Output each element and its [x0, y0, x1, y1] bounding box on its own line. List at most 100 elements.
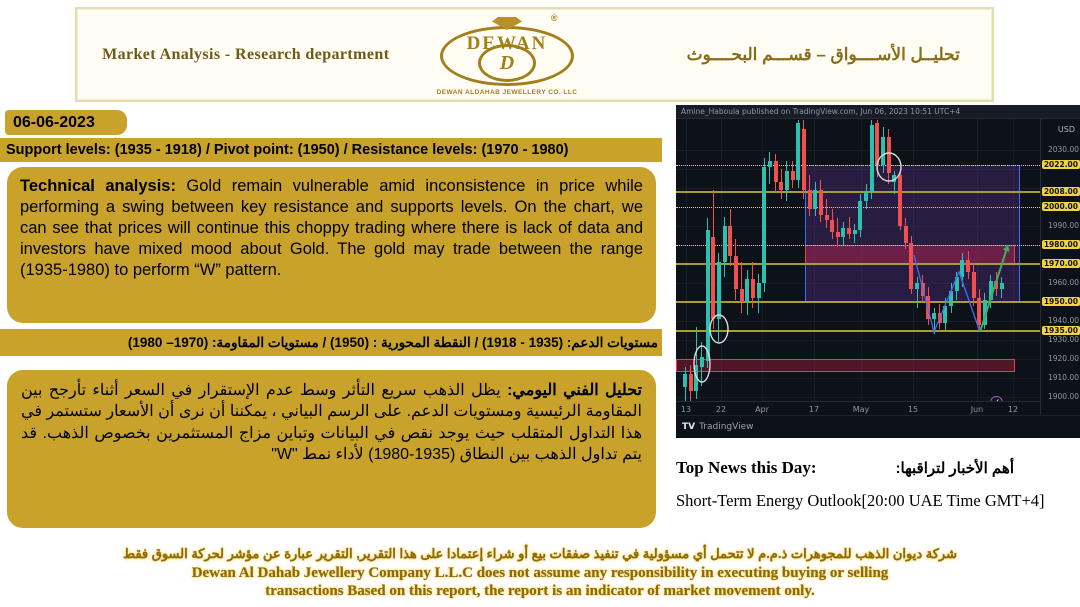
- dotted-level-line: [676, 207, 1040, 208]
- candle: [801, 129, 806, 190]
- candle: [835, 231, 840, 238]
- price-label-highlighted: 1935.00: [1041, 325, 1080, 335]
- candle: [779, 182, 784, 190]
- grid-line-h: [676, 188, 1040, 189]
- technical-analysis-ar: تحليل الفني اليومي: يظل الذهب سريع التأث…: [7, 370, 656, 528]
- candle: [966, 260, 970, 272]
- tradingview-branding: TV TradingView: [676, 415, 1080, 438]
- support-zone: [676, 359, 1015, 373]
- candle: [756, 283, 761, 299]
- currency-label: USD: [1057, 125, 1075, 134]
- grid-line-v: [977, 119, 978, 401]
- grid-line-h: [676, 226, 1040, 227]
- candle: [971, 271, 976, 299]
- disclaimer-en-line2: transactions Based on this report, the r…: [265, 582, 815, 599]
- dotted-level-line: [676, 165, 1040, 167]
- candle: [886, 136, 891, 173]
- highlight-ellipse: [876, 152, 902, 182]
- solid-level-line: [676, 190, 1040, 193]
- candle: [807, 189, 812, 209]
- price-label-highlighted: 1970.00: [1041, 259, 1080, 268]
- candle: [762, 167, 767, 283]
- price-label: 1940.00: [1047, 316, 1079, 325]
- price-label: 1910.00: [1047, 373, 1079, 382]
- logo-subtitle: DEWAN ALDAHAB JEWELLERY CO. LLC: [436, 89, 578, 96]
- candle: [699, 357, 704, 367]
- candle: [813, 189, 818, 209]
- candle: [722, 226, 727, 263]
- price-axis: USD 2030.00 2022.00 2008.00 2000.00 1990.00 1…: [1040, 119, 1080, 415]
- candle-wick: [769, 151, 771, 185]
- candle: [773, 161, 778, 183]
- price-label-highlighted: 1980.00: [1041, 240, 1080, 249]
- report-header: Market Analysis - Research department ® …: [75, 7, 994, 102]
- candle: [728, 226, 733, 257]
- candle: [847, 227, 852, 234]
- candle: [909, 243, 914, 289]
- candle: [705, 229, 710, 361]
- levels-bar-ar: مستويات الدعم: (1935 - 1918) / النقطة ال…: [0, 329, 662, 356]
- technical-analysis-en: Technical analysis: Gold remain vulnerab…: [7, 167, 656, 323]
- news-item: Short-Term Energy Outlook[20:00 UAE Time…: [676, 491, 1045, 510]
- analysis-en-body: Gold remain vulnerable amid inconsistenc…: [20, 177, 643, 280]
- price-label: 1920.00: [1047, 354, 1079, 363]
- grid-line-h: [676, 397, 1040, 398]
- header-title-ar: تحليــل الأســــواق – قســـم البحــــوث: [686, 44, 960, 64]
- candle: [949, 290, 954, 306]
- dewan-logo: ® DEWAN D DEWAN ALDAHAB JEWELLERY CO. LL…: [415, 13, 600, 96]
- grid-line-h: [676, 169, 1040, 170]
- price-label: 1900.00: [1047, 392, 1079, 401]
- candle-wick: [854, 224, 856, 244]
- candle: [915, 283, 920, 289]
- time-label: Jun: [970, 405, 984, 414]
- solid-level-line: [676, 301, 1040, 303]
- price-label: 2030.00: [1047, 145, 1079, 154]
- news-header-row: Top News this Day: أهم الأخبار لتراقبها:: [676, 458, 1080, 478]
- candle: [954, 277, 959, 291]
- projection-arrowhead: [1002, 245, 1010, 252]
- grid-line-h: [676, 321, 1040, 322]
- grid-line-v: [861, 119, 862, 401]
- logo-oval: DEWAN D: [440, 26, 574, 86]
- grid-line-h: [676, 340, 1040, 341]
- time-label: 12: [1007, 405, 1019, 414]
- annotation-overlay: [693, 152, 1010, 383]
- price-label-highlighted: 2008.00: [1041, 186, 1080, 196]
- candle: [767, 161, 772, 168]
- candle: [784, 170, 789, 190]
- candle: [852, 229, 857, 234]
- date-badge: 06-06-2023: [5, 110, 127, 135]
- candle-wick: [741, 262, 743, 314]
- candle: [932, 313, 937, 320]
- candle: [830, 220, 835, 232]
- dotted-level-line: [676, 245, 1040, 246]
- candle: [711, 237, 716, 320]
- candle: [875, 123, 880, 166]
- candle: [988, 281, 993, 301]
- candle: [790, 170, 795, 181]
- time-label: 13: [680, 405, 692, 414]
- time-label: 15: [907, 405, 919, 414]
- chart-attribution: Amine_Haboula published on TradingView.c…: [676, 105, 1080, 119]
- header-title-en: Market Analysis - Research department: [102, 45, 390, 63]
- candle: [745, 279, 750, 302]
- price-label: 1930.00: [1047, 335, 1079, 344]
- logo-monogram: D: [478, 44, 536, 82]
- candle-wick: [826, 199, 827, 228]
- chart-plot-area: ⚡: [676, 119, 1040, 401]
- time-label: May: [852, 405, 870, 414]
- candle: [683, 374, 687, 388]
- candle: [881, 136, 886, 166]
- price-label-highlighted: 2022.00: [1041, 160, 1080, 170]
- solid-level-line: [676, 329, 1040, 332]
- candle: [926, 296, 931, 320]
- candle: [977, 298, 982, 325]
- tradingview-chart: Amine_Haboula published on TradingView.c…: [676, 105, 1080, 438]
- candle: [841, 227, 846, 238]
- disclaimer-en-line1: Dewan Al Dahab Jewellery Company L.L.C d…: [191, 564, 889, 581]
- disclaimer: شركة ديوان الذهب للمجوهرات ذ.م.م لا تتحم…: [0, 545, 1080, 600]
- grid-line-v: [721, 119, 722, 401]
- candle: [960, 260, 965, 278]
- tradingview-logo-icon: TV: [682, 422, 696, 432]
